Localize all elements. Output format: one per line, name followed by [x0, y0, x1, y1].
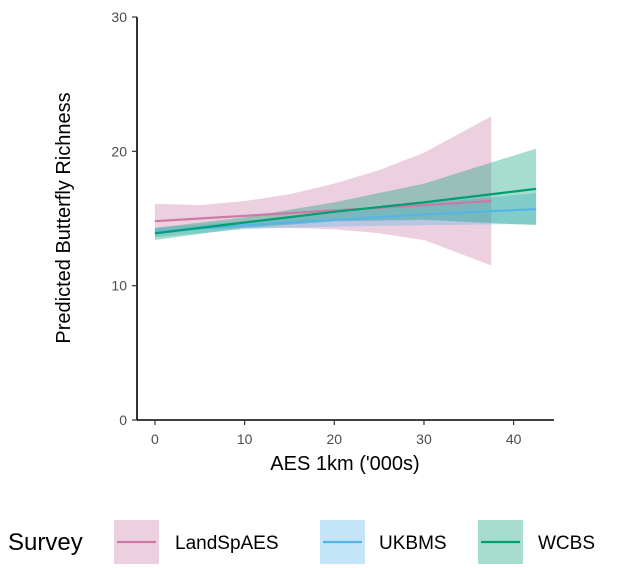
- line-ukbms: [154, 208, 537, 233]
- x-axis-title: AES 1km ('000s): [270, 453, 419, 475]
- ribbon-landspaes: [154, 116, 492, 266]
- axes: [136, 17, 554, 421]
- legend-title: Survey: [8, 529, 83, 556]
- y-tick-label: 10: [111, 278, 127, 294]
- y-tick-label: 20: [111, 143, 127, 159]
- x-tick-label: 20: [327, 431, 343, 447]
- y-ticks: 0 10 20 30: [111, 9, 137, 428]
- legend-label-landspaes: LandSpAES: [175, 533, 279, 554]
- x-tick-label: 30: [416, 431, 432, 447]
- y-tick-label: 30: [111, 9, 127, 25]
- series-lines: [154, 187, 537, 235]
- y-axis-title: Predicted Butterfly Richness: [53, 92, 75, 343]
- confidence-ribbons: [154, 116, 537, 266]
- x-tick-label: 40: [506, 431, 522, 447]
- y-tick-label: 0: [119, 412, 127, 428]
- legend-label-wcbs: WCBS: [538, 533, 595, 554]
- x-tick-label: 10: [237, 431, 253, 447]
- line-landspaes: [154, 199, 492, 223]
- x-tick-label: 0: [151, 431, 159, 447]
- x-ticks: 0 10 20 30 40: [151, 420, 522, 447]
- ribbon-wcbs: [154, 148, 537, 240]
- legend-label-ukbms: UKBMS: [379, 533, 447, 554]
- line-wcbs: [154, 187, 537, 235]
- legend: Survey LandSpAES UKBMS WCBS: [8, 520, 595, 564]
